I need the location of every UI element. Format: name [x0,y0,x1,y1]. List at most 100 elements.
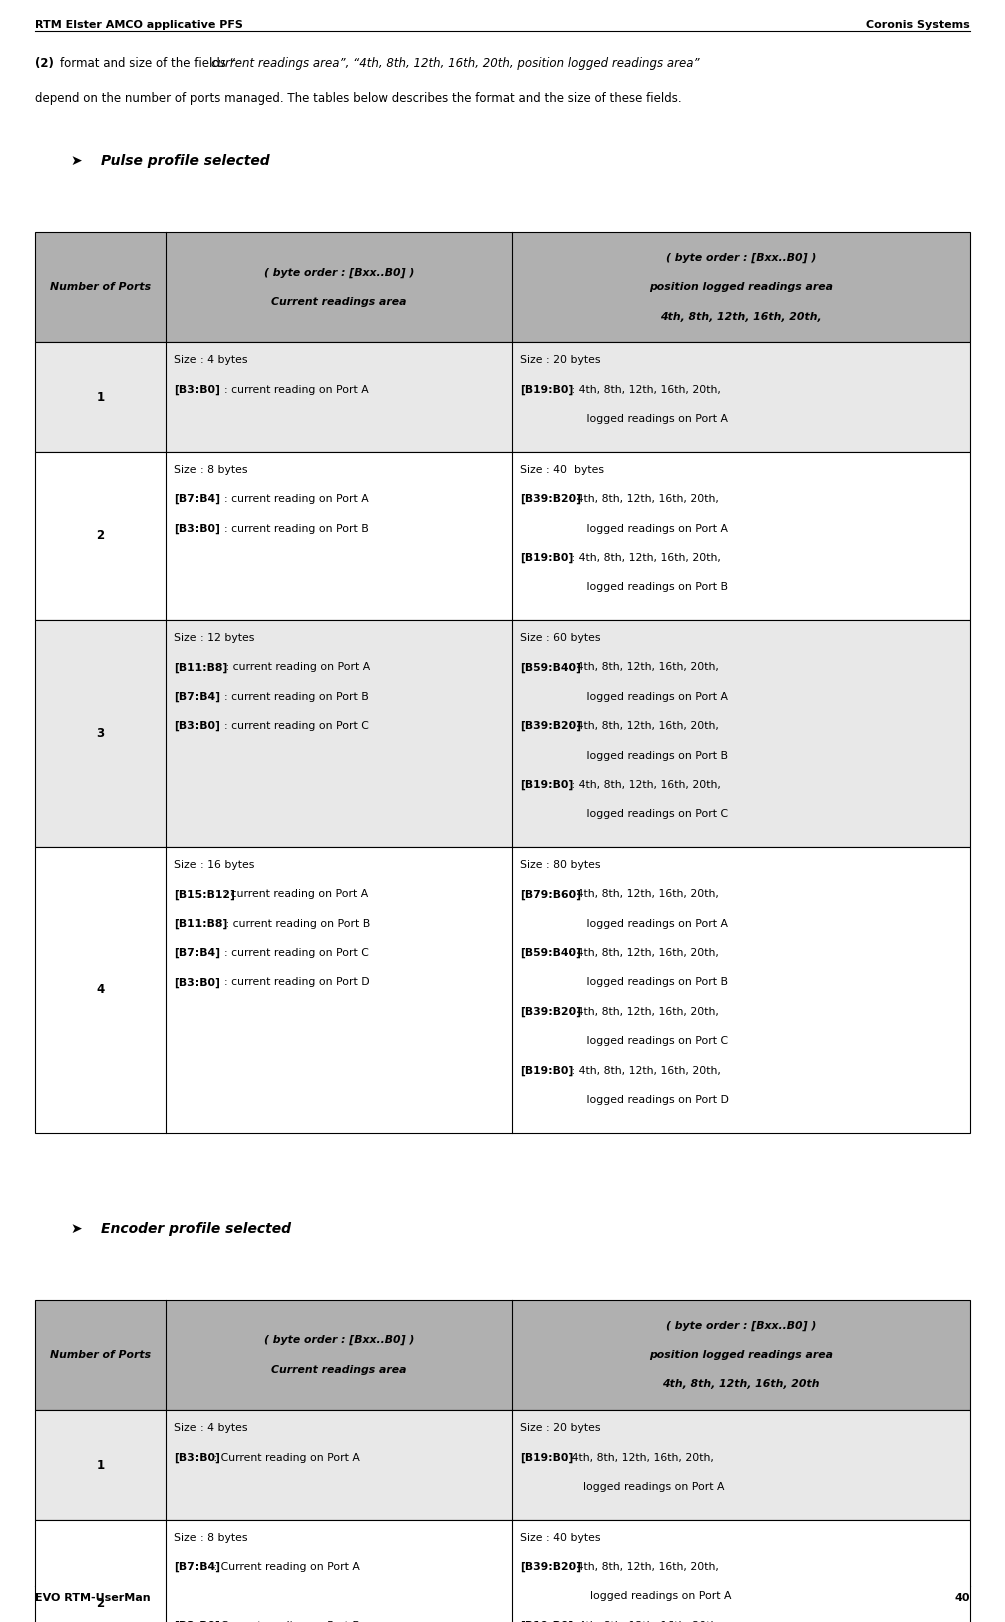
Text: Encoder profile selected: Encoder profile selected [100,1221,290,1236]
Text: Size : 80 bytes: Size : 80 bytes [520,860,600,869]
Text: Current readings area: Current readings area [271,1364,407,1375]
Text: [B15:B12]: [B15:B12] [174,889,235,900]
Text: depend on the number of ports managed. The tables below describes the format and: depend on the number of ports managed. T… [35,92,681,105]
Text: [B19:B0]: [B19:B0] [520,553,573,563]
Text: [B39:B20]: [B39:B20] [520,722,581,732]
Text: [B11:B8]: [B11:B8] [174,918,227,929]
Text: format and size of the fields “: format and size of the fields “ [60,57,236,70]
Text: 3: 3 [96,727,105,740]
Text: : current reading on Port B: : current reading on Port B [215,918,370,929]
Text: : current reading on Port B: : current reading on Port B [210,524,369,534]
Text: : current reading on Port A: : current reading on Port A [210,384,369,394]
Text: Pulse profile selected: Pulse profile selected [100,154,269,169]
Text: [B39:B20]: [B39:B20] [520,495,581,504]
Text: ( byte order : [Bxx..B0] ): ( byte order : [Bxx..B0] ) [665,1320,816,1330]
Bar [35,1411,970,1520]
Text: [B11:B8]: [B11:B8] [174,662,227,673]
Text: Size : 40 bytes: Size : 40 bytes [520,1533,600,1543]
Text: ( byte order : [Bxx..B0] ): ( byte order : [Bxx..B0] ) [665,253,816,263]
Text: Size : 4 bytes: Size : 4 bytes [174,1422,247,1434]
Text: RTM Elster AMCO applicative PFS: RTM Elster AMCO applicative PFS [35,19,243,31]
Text: [B7:B4]: [B7:B4] [174,691,220,702]
Text: logged readings on Port C: logged readings on Port C [520,809,728,819]
Text: logged readings on Port B: logged readings on Port B [520,751,728,761]
Text: Size : 12 bytes: Size : 12 bytes [174,633,254,642]
Bar [35,453,970,620]
Text: : Current reading on Port A: : Current reading on Port A [210,1562,360,1572]
Bar [35,620,970,847]
Text: [B39:B20]: [B39:B20] [520,1007,581,1017]
Text: Size : 8 bytes: Size : 8 bytes [174,466,247,475]
Text: : Current reading on Port A: : Current reading on Port A [210,1453,360,1463]
Text: Size : 20 bytes: Size : 20 bytes [520,355,600,365]
Text: : 4th, 8th, 12th, 16th, 20th,: : 4th, 8th, 12th, 16th, 20th, [566,1007,719,1017]
Text: logged readings on Port A: logged readings on Port A [520,414,728,425]
Text: [B79:B60]: [B79:B60] [520,889,581,900]
Text: : current reading on Port A: : current reading on Port A [215,662,370,673]
Text: 40: 40 [955,1593,970,1603]
Text: Size : 16 bytes: Size : 16 bytes [174,860,254,869]
Text: [B19:B0]: [B19:B0] [520,1066,573,1075]
Bar [35,1520,970,1622]
Text: : current reading on Port A: : current reading on Port A [220,889,368,899]
Text: : 4th, 8th, 12th, 16th, 20th,: : 4th, 8th, 12th, 16th, 20th, [566,889,719,899]
Text: : 4th, 8th, 12th, 16th, 20th,: : 4th, 8th, 12th, 16th, 20th, [566,949,719,959]
Text: ➤: ➤ [70,1221,82,1236]
Text: : 4th, 8th, 12th, 16th, 20th,: : 4th, 8th, 12th, 16th, 20th, [566,662,719,673]
Text: 1: 1 [96,391,105,404]
Bar [35,1299,970,1411]
Text: logged readings on Port A: logged readings on Port A [520,1483,725,1492]
Text: [B19:B0]: [B19:B0] [520,1453,573,1463]
Text: current readings area”, “4th, 8th, 12th, 16th, 20th, position logged readings ar: current readings area”, “4th, 8th, 12th,… [211,57,699,70]
Bar [35,232,970,342]
Text: Number of Ports: Number of Ports [50,282,151,292]
Text: [B3:B0]: [B3:B0] [174,524,220,534]
Text: 2: 2 [96,1598,105,1611]
Text: : current reading on Port D: : current reading on Port D [210,978,370,988]
Text: 4th, 8th, 12th, 16th, 20th,: 4th, 8th, 12th, 16th, 20th, [660,311,822,321]
Text: [B59:B40]: [B59:B40] [520,662,581,673]
Text: (2): (2) [35,57,54,70]
Text: logged readings on Port A: logged readings on Port A [520,918,728,929]
Text: Number of Ports: Number of Ports [50,1350,151,1361]
Text: : 4th, 8th, 12th, 16th, 20th,: : 4th, 8th, 12th, 16th, 20th, [561,1453,714,1463]
Text: [B7:B4]: [B7:B4] [174,495,220,504]
Text: Size : 40  bytes: Size : 40 bytes [520,466,604,475]
Text: : 4th, 8th, 12th, 16th, 20th,: : 4th, 8th, 12th, 16th, 20th, [566,495,719,504]
Text: : 4th, 8th, 12th, 16th, 20th,: : 4th, 8th, 12th, 16th, 20th, [566,1562,719,1572]
Text: logged readings on Port D: logged readings on Port D [520,1095,729,1105]
Text: : current reading on Port B: : current reading on Port B [210,691,369,702]
Text: ( byte order : [Bxx..B0] ): ( byte order : [Bxx..B0] ) [263,1335,414,1346]
Text: [B19:B0]: [B19:B0] [520,780,573,790]
Text: [B59:B40]: [B59:B40] [520,949,581,959]
Bar [35,847,970,1132]
Text: Size : 60 bytes: Size : 60 bytes [520,633,600,642]
Text: : current reading on Port C: : current reading on Port C [210,949,369,959]
Text: [B3:B0]: [B3:B0] [174,978,220,988]
Text: Size : 8 bytes: Size : 8 bytes [174,1533,247,1543]
Text: logged readings on Port B: logged readings on Port B [520,582,728,592]
Text: Size : 20 bytes: Size : 20 bytes [520,1422,600,1434]
Text: [B39:B20]: [B39:B20] [520,1562,581,1572]
Text: logged readings on Port A: logged readings on Port A [520,691,728,702]
Bar [35,342,970,453]
Text: Coronis Systems: Coronis Systems [866,19,970,31]
Text: Size : 4 bytes: Size : 4 bytes [174,355,247,365]
Text: logged readings on Port A: logged readings on Port A [520,1591,732,1601]
Text: : 4th, 8th, 12th, 16th, 20th,: : 4th, 8th, 12th, 16th, 20th, [566,722,719,732]
Text: [B7:B4]: [B7:B4] [174,949,220,959]
Text: Current readings area: Current readings area [271,297,407,307]
Text: ➤: ➤ [70,154,82,169]
Text: 1: 1 [96,1458,105,1471]
Text: logged readings on Port C: logged readings on Port C [520,1036,728,1046]
Text: EVO RTM-UserMan: EVO RTM-UserMan [35,1593,151,1603]
Text: logged readings on Port A: logged readings on Port A [520,524,728,534]
Text: 4th, 8th, 12th, 16th, 20th: 4th, 8th, 12th, 16th, 20th [662,1379,820,1390]
Text: : current reading on Port A: : current reading on Port A [210,495,369,504]
Text: 2: 2 [96,529,105,542]
Text: : 4th, 8th, 12th, 16th, 20th,: : 4th, 8th, 12th, 16th, 20th, [561,553,721,563]
Text: [B19:B0]: [B19:B0] [520,384,573,396]
Text: logged readings on Port B: logged readings on Port B [520,978,728,988]
Text: [B3:B0]: [B3:B0] [174,722,220,732]
Text: position logged readings area: position logged readings area [649,282,833,292]
